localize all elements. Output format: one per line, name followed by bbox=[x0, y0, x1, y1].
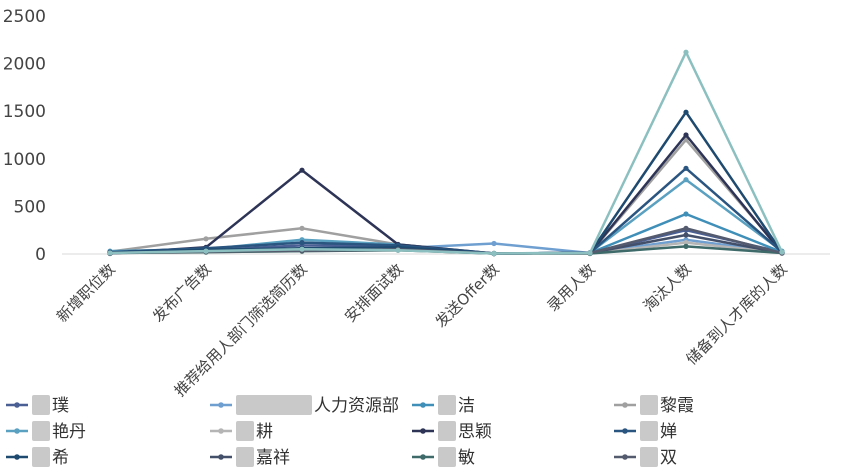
y-tick-label: 1500 bbox=[3, 102, 46, 122]
legend-marker bbox=[218, 402, 224, 408]
legend-redaction bbox=[438, 395, 456, 415]
data-point bbox=[779, 249, 785, 255]
legend-redaction bbox=[640, 447, 658, 467]
legend-redaction bbox=[236, 421, 254, 441]
legend-label: 璞 bbox=[52, 396, 69, 416]
x-tick-label: 新增职位数 bbox=[53, 260, 119, 326]
legend-label: 婵 bbox=[660, 422, 677, 442]
legend-marker bbox=[420, 454, 426, 460]
data-point bbox=[299, 225, 305, 231]
x-tick-label: 淘汰人数 bbox=[640, 260, 695, 315]
legend-label: 希 bbox=[52, 448, 69, 468]
data-point bbox=[107, 250, 113, 256]
series-line bbox=[109, 50, 784, 255]
y-axis: 0 500 1000 1500 2000 2500 bbox=[3, 7, 46, 265]
legend-redaction bbox=[32, 421, 50, 441]
data-point bbox=[299, 246, 305, 252]
legend-marker bbox=[218, 428, 224, 434]
data-point bbox=[587, 250, 593, 256]
x-tick-label: 发送Offer数 bbox=[432, 260, 503, 331]
x-tick-label: 录用人数 bbox=[544, 260, 599, 315]
legend-label: 耕 bbox=[256, 422, 273, 442]
data-point bbox=[683, 165, 689, 171]
legend-redaction bbox=[640, 421, 658, 441]
data-point bbox=[683, 109, 689, 115]
x-axis: 新增职位数 发布广告数推荐给用人部门筛选简历数 安排面试数 发送Offer数 录用人数淘… bbox=[53, 253, 830, 400]
legend-redaction bbox=[236, 447, 254, 467]
y-tick-label: 0 bbox=[35, 245, 46, 265]
data-point bbox=[683, 232, 689, 238]
legend-label: 双 bbox=[660, 448, 677, 468]
legend-redaction bbox=[640, 395, 658, 415]
data-point bbox=[683, 211, 689, 217]
legend-redaction bbox=[32, 395, 50, 415]
legend-marker bbox=[14, 454, 20, 460]
legend-marker bbox=[420, 402, 426, 408]
legend-label: 黎霞 bbox=[660, 396, 694, 416]
legend-label: 人力资源部 bbox=[314, 396, 399, 416]
x-tick-label: 储备到人才库的人数 bbox=[683, 260, 791, 368]
legend-redaction bbox=[236, 395, 312, 415]
legend-marker bbox=[420, 428, 426, 434]
legend-marker bbox=[622, 402, 628, 408]
legend-label: 思颖 bbox=[458, 422, 492, 442]
y-tick-label: 2500 bbox=[3, 7, 46, 27]
data-point bbox=[683, 243, 689, 249]
data-point bbox=[299, 240, 305, 246]
x-tick-label: 发布广告数 bbox=[149, 260, 215, 326]
data-point bbox=[203, 248, 209, 254]
legend-redaction bbox=[438, 421, 456, 441]
legend-marker bbox=[218, 454, 224, 460]
data-point bbox=[299, 167, 305, 173]
data-point bbox=[683, 49, 689, 55]
legend-redaction bbox=[438, 447, 456, 467]
y-tick-label: 1000 bbox=[3, 150, 46, 170]
data-point bbox=[203, 236, 209, 242]
legend-redaction bbox=[32, 447, 50, 467]
data-point bbox=[683, 132, 689, 138]
data-point bbox=[683, 240, 689, 246]
legend-label: 艳丹 bbox=[52, 422, 86, 442]
legend-marker bbox=[14, 402, 20, 408]
y-tick-label: 2000 bbox=[3, 55, 46, 75]
legend-label: 敏 bbox=[458, 448, 475, 468]
data-point bbox=[683, 177, 689, 183]
y-tick-label: 500 bbox=[14, 197, 46, 217]
data-point bbox=[491, 250, 497, 257]
legend-marker bbox=[622, 428, 628, 434]
data-point bbox=[683, 225, 689, 231]
legend-marker bbox=[14, 428, 20, 434]
x-tick-label: 安排面试数 bbox=[341, 260, 407, 326]
legend-label: 嘉祥 bbox=[256, 448, 290, 468]
legend-label: 洁 bbox=[458, 396, 475, 416]
legend-marker bbox=[622, 454, 628, 460]
data-point bbox=[395, 247, 401, 253]
series-layer bbox=[107, 49, 785, 257]
data-point bbox=[491, 240, 497, 247]
